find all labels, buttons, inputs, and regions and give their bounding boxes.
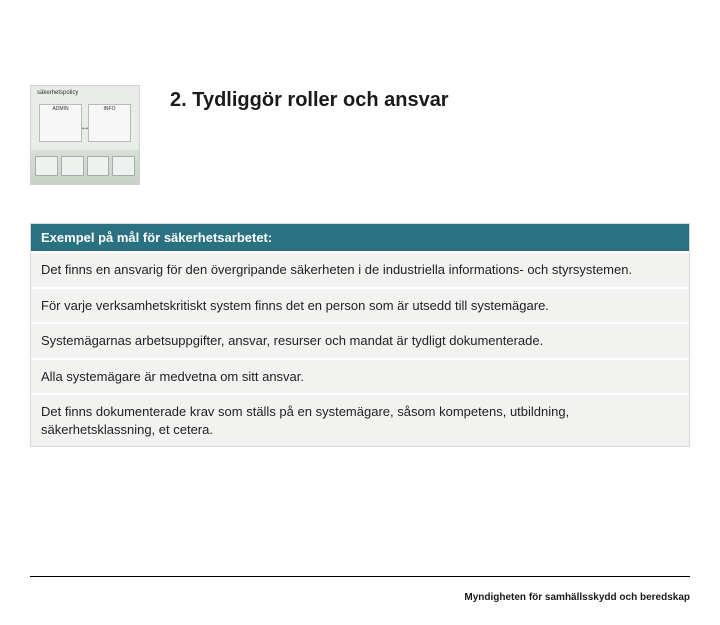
thumb-box-right: INFO (88, 104, 131, 142)
monitor-icon (61, 156, 84, 176)
monitor-icon (35, 156, 58, 176)
table-header: Exempel på mål för säkerhetsarbetet: (31, 224, 689, 251)
table-row: För varje verksamhetskritiskt system fin… (31, 287, 689, 323)
thumbnail-image: säkerhetspolicy ADMIN INFO ↔ (30, 85, 140, 185)
monitor-icon (112, 156, 135, 176)
slide: säkerhetspolicy ADMIN INFO ↔ 2. Tydliggö… (0, 85, 720, 625)
goals-table: Exempel på mål för säkerhetsarbetet: Det… (30, 223, 690, 447)
table-row: Det finns dokumenterade krav som ställs … (31, 393, 689, 446)
footer-org: Myndigheten för samhällsskydd och bereds… (464, 592, 690, 603)
table-row: Alla systemägare är medvetna om sitt ans… (31, 358, 689, 394)
footer-divider (30, 576, 690, 577)
thumb-arrow-icon: ↔ (80, 122, 90, 133)
table-row: Det finns en ansvarig för den övergripan… (31, 251, 689, 287)
page-title: 2. Tydliggör roller och ansvar (170, 85, 449, 112)
thumb-box-left: ADMIN (39, 104, 82, 142)
header-row: säkerhetspolicy ADMIN INFO ↔ 2. Tydliggö… (0, 85, 720, 185)
thumb-top-label: säkerhetspolicy (37, 90, 78, 96)
table-row: Systemägarnas arbetsuppgifter, ansvar, r… (31, 322, 689, 358)
thumb-monitors (31, 150, 139, 184)
monitor-icon (87, 156, 110, 176)
